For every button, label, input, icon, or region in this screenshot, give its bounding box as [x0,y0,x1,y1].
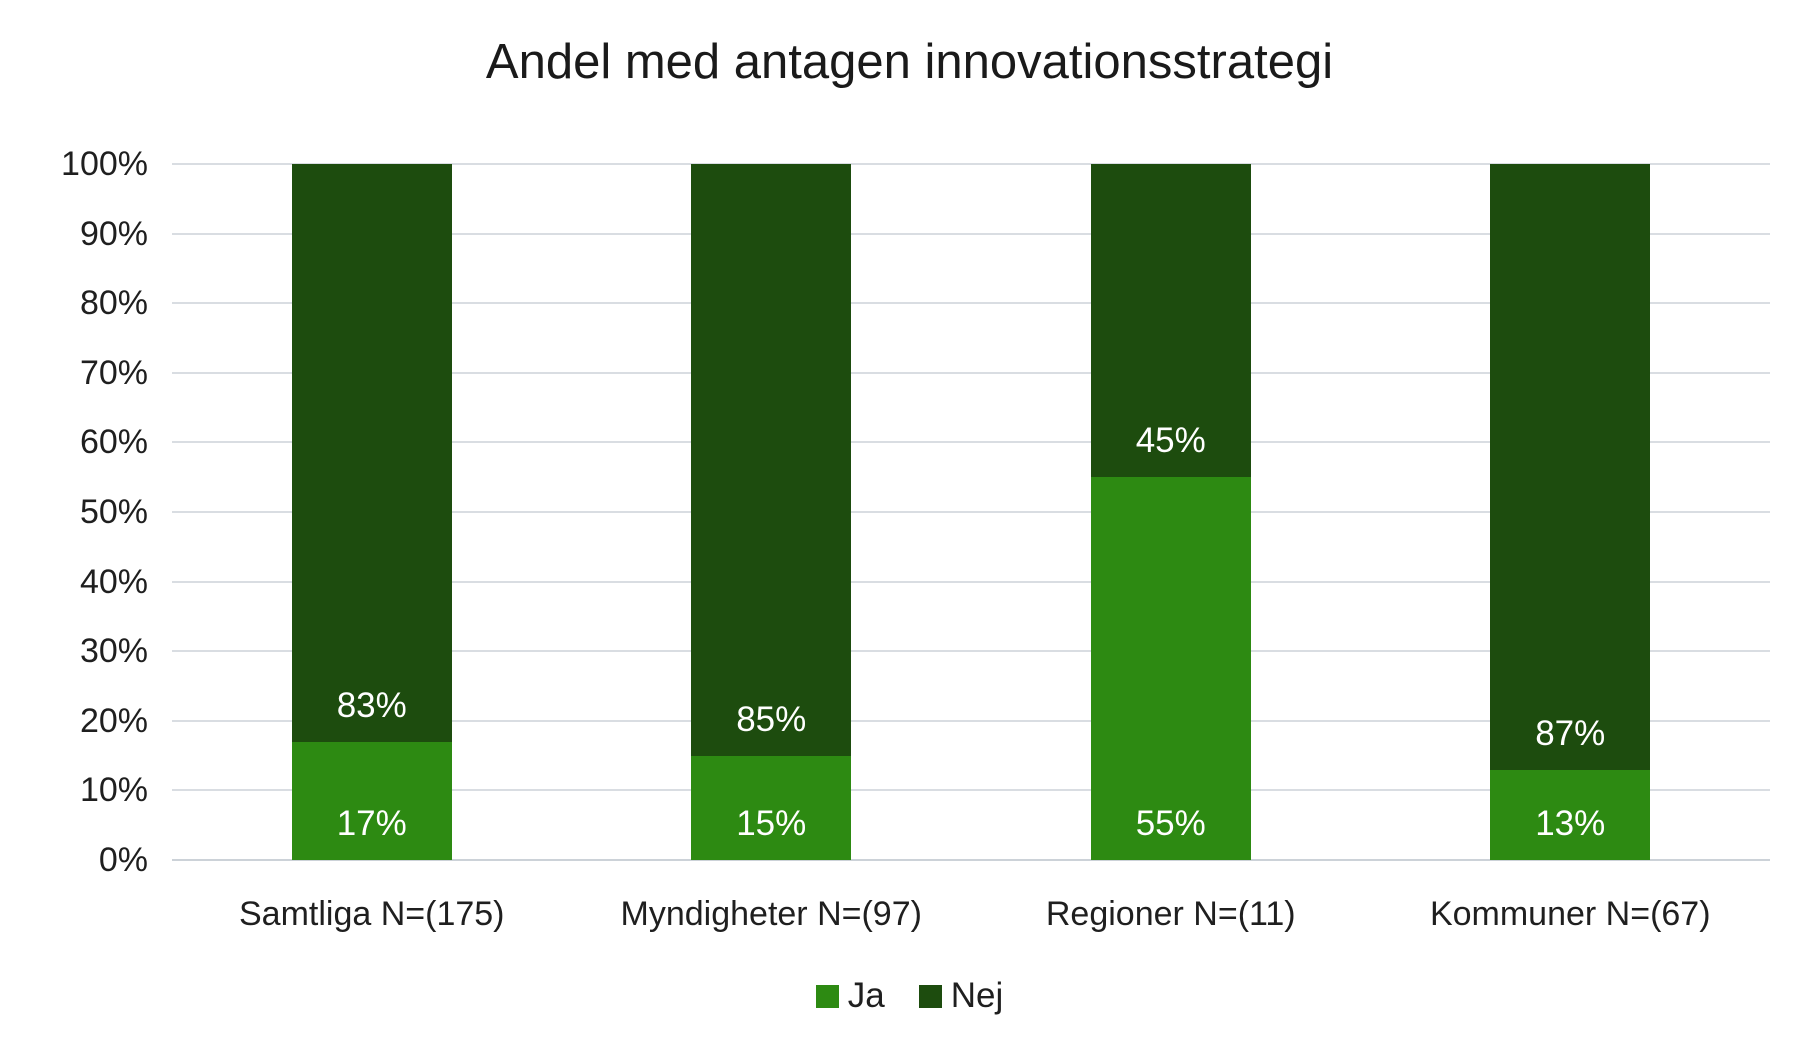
bar-2: 15% 85% [572,164,972,860]
gridline-80% [172,302,1770,305]
y-tick-label-70%: 70% [79,353,148,392]
x-axis-category-labels: Samtliga N=(175) Myndigheter N=(97) Region… [172,892,1770,942]
bar-3: 55% 45% [971,164,1371,860]
legend-swatch-icon-nej [918,984,942,1008]
y-axis-tick-labels: 0% 10% 20% 30% 40% 50% 60% 70% 80% 90% 100% [0,145,148,879]
legend-item-ja: Ja [815,976,885,1016]
legend-label-nej: Nej [950,976,1004,1015]
y-tick-label-100%: 100% [61,145,148,183]
data-label-nej-1: 83% [336,685,407,725]
y-tick-label-90%: 90% [79,214,148,253]
data-label-nej-3: 45% [1135,421,1206,461]
data-label-nej-2: 85% [736,699,807,739]
bar-1: 17% 83% [172,164,572,860]
gridline-40% [172,580,1770,583]
bar-segment-nej-3: 45% [1090,164,1251,478]
gridline-30% [172,650,1770,653]
category-label-1: Samtliga N=(175) [238,895,505,933]
legend-label-ja: Ja [847,976,885,1015]
gridline-10% [172,789,1770,792]
data-label-ja-3: 55% [1135,804,1206,843]
data-label-ja-4: 13% [1535,804,1606,843]
legend-swatch-icon-ja [815,984,839,1008]
gridline-70% [172,371,1770,374]
bar-segment-nej-1: 83% [291,164,452,742]
gridline-60% [172,441,1770,444]
category-label-4: Kommuner N=(67) [1429,895,1711,933]
bar-segment-nej-4: 87% [1490,164,1651,770]
legend: Ja Nej [0,976,1819,1016]
y-tick-label-60%: 60% [79,423,148,462]
x-axis-line [172,859,1770,861]
y-tick-label-80%: 80% [79,284,148,323]
gridline-50% [172,511,1770,513]
y-tick-label-0%: 0% [98,841,148,879]
bar-segment-nej-2: 85% [691,164,852,756]
gridline-100% [172,163,1770,165]
chart-title: Andel med antagen innovationsstrategi [485,35,1334,89]
gridline-90% [172,232,1770,235]
bar-segment-ja-4: 13% [1490,769,1651,860]
y-tick-label-50%: 50% [79,493,148,531]
bar-segment-ja-2: 15% [691,755,852,860]
plot-area: 17% 83% 15% 85% 55% 45% 13% 87% [172,163,1771,861]
y-tick-label-30%: 30% [79,632,148,671]
y-tick-label-40%: 40% [79,562,148,601]
bar-segment-ja-1: 17% [291,741,452,860]
data-label-ja-2: 15% [736,804,807,843]
bar-segment-ja-3: 55% [1090,477,1251,860]
category-label-3: Regioner N=(11) [1045,895,1296,933]
data-label-nej-4: 87% [1535,713,1606,753]
data-label-ja-1: 17% [336,804,407,843]
legend-item-nej: Nej [918,976,1004,1016]
y-tick-label-20%: 20% [79,701,148,740]
bar-4: 13% 87% [1371,164,1771,860]
gridline-20% [172,719,1770,722]
category-label-2: Myndigheter N=(97) [620,895,922,933]
y-tick-label-10%: 10% [79,771,148,810]
